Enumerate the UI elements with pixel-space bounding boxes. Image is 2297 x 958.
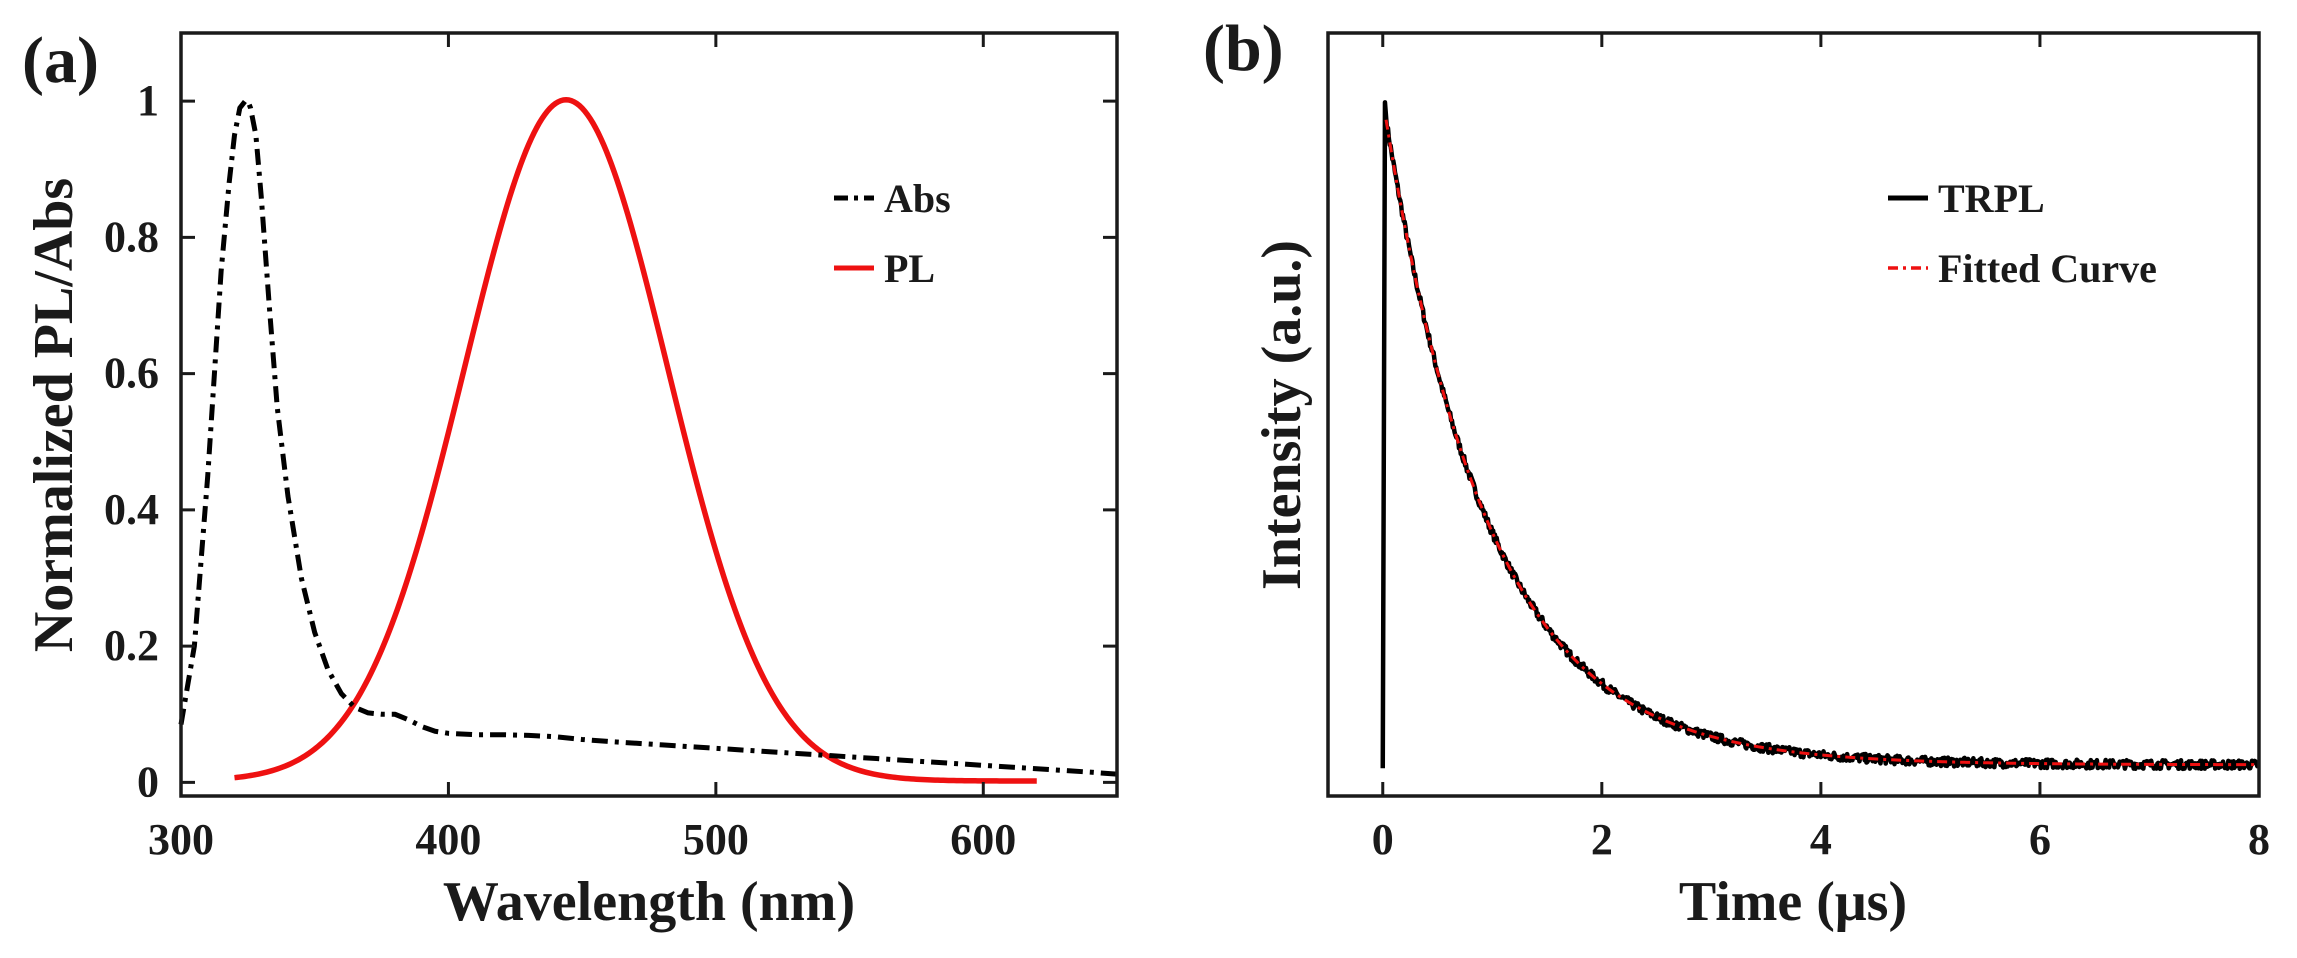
legend-fit-label: Fitted Curve [1938, 246, 2157, 291]
panel-a-ytick-label: 0.4 [104, 485, 159, 534]
panel-b-legend: TRPL Fitted Curve [1888, 176, 2157, 291]
legend-trpl-label: TRPL [1938, 176, 2045, 221]
panel-b-trpl: (b) 0 2 4 6 8 Time (μs) Intensity (a.u.) TRP… [1203, 12, 2270, 933]
panel-a-ylabel: Normalized PL/Abs [23, 178, 85, 652]
panel-b-xtick-label: 2 [1591, 815, 1613, 864]
panel-a-label: (a) [22, 24, 99, 97]
panel-b-ticks: 0 2 4 6 8 [1372, 33, 2270, 864]
panel-a-xtick-label: 400 [415, 815, 481, 864]
panel-b-xtick-label: 0 [1372, 815, 1394, 864]
panel-a-data-layer [178, 96, 1118, 784]
panel-b-xtick-label: 4 [1810, 815, 1832, 864]
panel-a-ytick-label: 0.8 [104, 212, 159, 261]
series-abs-line [178, 98, 1118, 777]
legend-pl-label: PL [884, 246, 935, 291]
legend-abs-label: Abs [884, 176, 951, 221]
panel-b-label: (b) [1203, 12, 1284, 85]
panel-b-ylabel: Intensity (a.u.) [1251, 240, 1313, 590]
panel-a-legend: Abs PL [834, 176, 951, 291]
panel-a-absorption-pl: (a) 300 400 500 600 0 0.2 0.4 0.6 0.8 1 Wavelengt… [22, 24, 1119, 933]
panel-b-axes-box [1326, 31, 2261, 798]
panel-b-data-layer [1380, 100, 2261, 772]
panel-b-xtick-label: 8 [2248, 815, 2270, 864]
panel-b-xlabel: Time (μs) [1679, 871, 1907, 933]
series-pl-line [234, 96, 1037, 784]
panel-a-xtick-label: 500 [683, 815, 749, 864]
panel-a-axes-box [179, 31, 1119, 798]
series-fitted-curve-line [1384, 119, 2258, 767]
panel-a-xtick-label: 600 [950, 815, 1016, 864]
panel-a-ytick-label: 0.2 [104, 621, 159, 670]
panel-a-ytick-label: 0 [137, 757, 159, 806]
panel-a-ytick-label: 0.6 [104, 349, 159, 398]
panel-a-xtick-label: 300 [148, 815, 214, 864]
panel-a-xlabel: Wavelength (nm) [443, 871, 855, 933]
panel-b-xtick-label: 6 [2029, 815, 2051, 864]
panel-a-ticks: 300 400 500 600 0 0.2 0.4 0.6 0.8 1 [104, 33, 1117, 864]
panel-a-ytick-label: 1 [137, 76, 159, 125]
